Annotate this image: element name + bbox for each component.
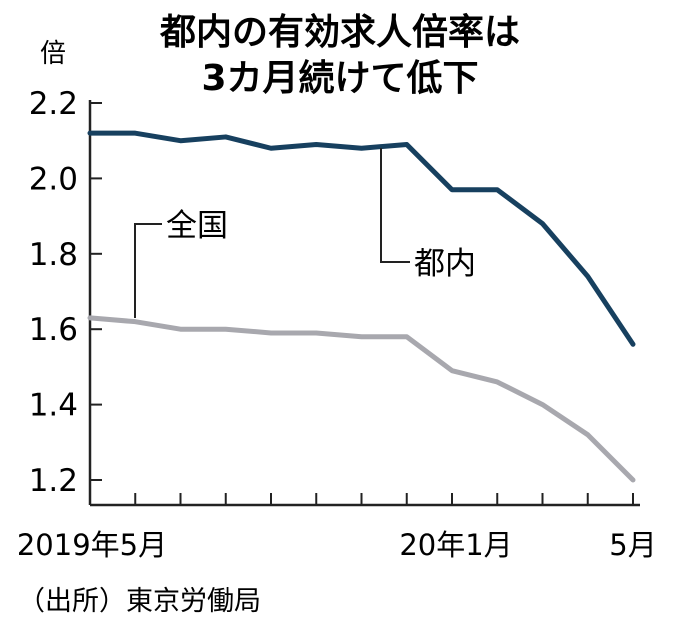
source-note: （出所）東京労働局 bbox=[18, 586, 261, 617]
y-axis-unit: 倍 bbox=[40, 39, 66, 69]
x-tick-label-2019-may: 2019年5月 bbox=[17, 528, 167, 562]
series-line-national bbox=[87, 315, 636, 483]
y-tick-label: 2.2 bbox=[29, 86, 78, 122]
chart-title-line-2: 3カ月続けて低下 bbox=[201, 58, 478, 99]
y-tick-label: 1.4 bbox=[29, 388, 78, 424]
series-label-tokyo: 都内 bbox=[414, 246, 476, 282]
y-tick-label: 1.2 bbox=[29, 463, 78, 499]
series-line-tokyo bbox=[87, 130, 636, 347]
y-tick-label: 2.0 bbox=[29, 161, 78, 197]
chart-title-line-1: 都内の有効求人倍率は bbox=[159, 12, 520, 53]
y-tick-label: 1.6 bbox=[29, 312, 78, 348]
y-tick-label: 1.8 bbox=[29, 237, 78, 273]
x-tick-label-may: 5月 bbox=[609, 528, 656, 562]
callout-leader-national bbox=[134, 223, 162, 318]
callout-leader-tokyo bbox=[380, 148, 410, 263]
x-tick-label-2020-jan: 20年1月 bbox=[399, 528, 512, 562]
series-label-national: 全国 bbox=[166, 208, 228, 244]
